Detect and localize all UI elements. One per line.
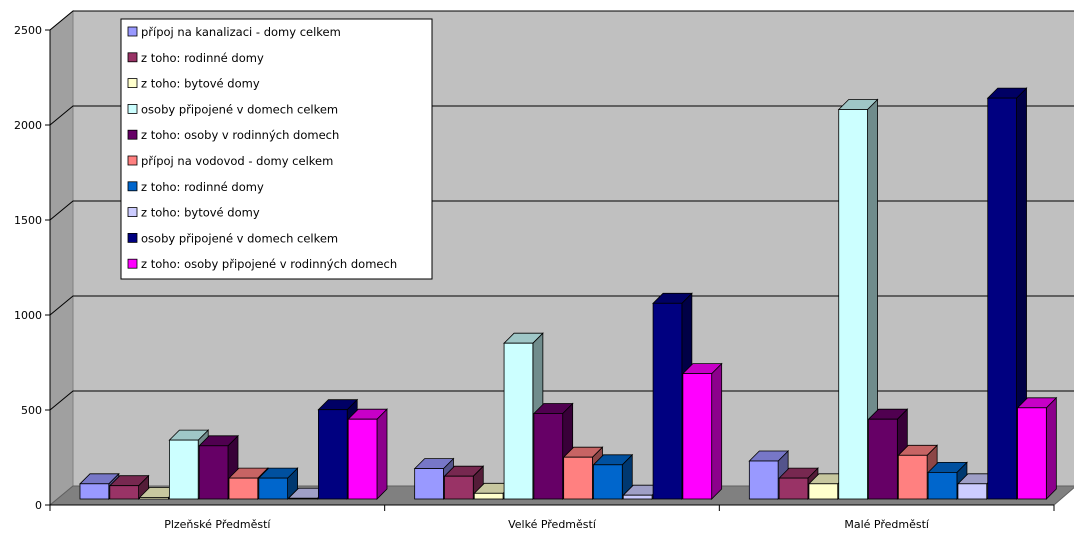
y-tick-label: 2500 xyxy=(14,24,42,37)
legend-label: z toho: rodinné domy xyxy=(141,51,264,65)
bar-front xyxy=(168,439,199,500)
bar xyxy=(198,434,239,500)
bar-front xyxy=(109,485,140,500)
legend-item: přípoj na vodovod - domy celkem xyxy=(127,154,333,168)
bar-front xyxy=(473,492,504,500)
y-tick-label: 2000 xyxy=(14,119,42,132)
bar xyxy=(867,408,909,500)
bar-front xyxy=(868,418,898,500)
bar-front xyxy=(682,373,713,500)
bar-front xyxy=(288,497,318,500)
legend-swatch xyxy=(127,26,138,37)
legend-label: přípoj na kanalizaci - domy celkem xyxy=(141,25,341,39)
gridline xyxy=(49,390,1074,411)
bar-front xyxy=(444,475,474,500)
bar-front xyxy=(748,460,779,500)
bar xyxy=(1016,396,1058,500)
legend-item: přípoj na kanalizaci - domy celkem xyxy=(127,25,341,39)
legend-label: z toho: osoby v rodinných domech xyxy=(141,128,339,142)
bar-front xyxy=(79,483,110,500)
legend-swatch xyxy=(127,181,138,192)
bar-front xyxy=(414,468,444,500)
legend-swatch xyxy=(127,129,138,140)
bar xyxy=(257,467,299,500)
bar xyxy=(108,474,150,500)
bar xyxy=(592,453,634,500)
legend-label: z toho: osoby připojené v rodinných dome… xyxy=(141,257,397,271)
bar-side xyxy=(376,408,388,500)
legend-swatch xyxy=(127,104,138,114)
legend-swatch xyxy=(127,258,138,269)
gridlines xyxy=(49,10,1074,411)
legend-item: z toho: bytové domy xyxy=(127,206,260,220)
legend: přípoj na kanalizaci - domy celkem z toho… xyxy=(120,18,433,280)
bar-front xyxy=(1017,407,1047,500)
bar-front xyxy=(198,445,229,500)
gridline xyxy=(49,200,1074,221)
legend-label: osoby připojené v domech celkem xyxy=(141,102,338,116)
legend-item: z toho: osoby v rodinných domech xyxy=(127,128,339,142)
legend-swatch xyxy=(127,52,138,63)
legend-label: přípoj na vodovod - domy celkem xyxy=(141,154,333,168)
legend-swatch xyxy=(127,232,138,243)
legend-item: osoby připojené v domech celkem xyxy=(127,102,338,116)
x-tick-label: Velké Předměstí xyxy=(508,518,597,531)
legend-box xyxy=(120,18,433,280)
bar-front xyxy=(897,454,928,500)
legend-item: z toho: rodinné domy xyxy=(127,180,264,194)
bar xyxy=(347,408,388,500)
bar-side xyxy=(711,362,723,500)
bar-front xyxy=(228,477,259,500)
bar xyxy=(837,98,879,500)
bar-front xyxy=(258,477,288,500)
bar-front xyxy=(317,409,348,500)
legend-item: z toho: osoby připojené v rodinných dome… xyxy=(127,257,397,271)
bar-front xyxy=(808,483,839,500)
y-tick-label: 500 xyxy=(21,404,42,417)
bar xyxy=(681,362,723,500)
bar-front xyxy=(778,477,809,500)
gridline xyxy=(49,10,1074,31)
legend-label: z toho: bytové domy xyxy=(141,206,260,220)
bar-front xyxy=(652,302,683,500)
gridline xyxy=(49,295,1074,316)
legend-label: z toho: rodinné domy xyxy=(141,180,264,194)
bar-front xyxy=(593,464,623,500)
axes xyxy=(45,29,1055,511)
bar-front xyxy=(503,342,534,500)
legend-swatch xyxy=(127,207,138,218)
legend-label: osoby připojené v domech celkem xyxy=(141,231,338,245)
bar-front xyxy=(957,483,988,500)
bar xyxy=(986,87,1028,500)
y-tick-label: 0 xyxy=(35,499,42,512)
bar-front xyxy=(622,494,653,500)
y-tick-label: 1500 xyxy=(14,214,42,227)
side-wall xyxy=(49,9,74,507)
bar-front xyxy=(563,456,593,500)
bar-front xyxy=(987,97,1017,500)
legend-swatch xyxy=(127,78,138,88)
bar-front xyxy=(139,497,169,500)
x-tick-label: Plzeňské Předměstí xyxy=(164,518,271,531)
legend-label: z toho: bytové domy xyxy=(141,77,260,91)
legend-item: z toho: bytové domy xyxy=(127,77,260,91)
bar xyxy=(652,292,693,500)
legend-item: z toho: rodinné domy xyxy=(127,51,264,65)
bar-front xyxy=(838,109,868,500)
bar xyxy=(503,332,544,500)
legend-item: osoby připojené v domech celkem xyxy=(127,231,338,245)
y-tick-label: 1000 xyxy=(14,309,42,322)
bar-side xyxy=(1045,396,1057,500)
tick-labels: 0 500 1000 1500 2000 2500 Plzeňské Předměstí Ve… xyxy=(14,24,930,531)
legend-swatch xyxy=(127,155,138,166)
bars xyxy=(79,87,1058,500)
bar-front xyxy=(927,471,958,500)
x-tick-label: Malé Předměstí xyxy=(844,518,930,531)
gridline xyxy=(49,105,1074,126)
bar-front xyxy=(533,413,564,500)
bar-front xyxy=(347,418,378,500)
